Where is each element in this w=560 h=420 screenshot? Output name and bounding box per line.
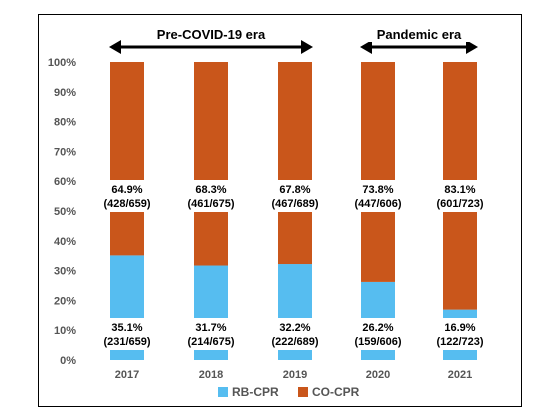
rb-cpr-data-label: 26.2% xyxy=(362,322,393,334)
x-tick-label: 2020 xyxy=(366,369,390,381)
y-tick-label: 0% xyxy=(60,355,76,367)
rb-cpr-count-label: (159/606) xyxy=(354,336,401,348)
x-tick-label: 2019 xyxy=(283,369,307,381)
y-tick-label: 60% xyxy=(54,176,76,188)
y-tick-label: 50% xyxy=(54,206,76,218)
co-label-bg xyxy=(422,180,498,212)
y-tick-label: 20% xyxy=(54,295,76,307)
era-arrow-head-left xyxy=(109,40,121,54)
rb-cpr-count-label: (222/689) xyxy=(271,336,318,348)
x-tick-label: 2018 xyxy=(199,369,223,381)
y-tick-label: 30% xyxy=(54,266,76,278)
co-cpr-count-label: (467/689) xyxy=(271,198,318,210)
co-cpr-data-label: 73.8% xyxy=(362,184,393,196)
era-label: Pre-COVID-19 era xyxy=(157,27,266,42)
rb-label-bg xyxy=(340,318,416,350)
era-arrow-head-left xyxy=(360,40,372,54)
co-cpr-data-label: 64.9% xyxy=(111,184,142,196)
era-label-bg xyxy=(139,26,283,42)
rb-cpr-data-label: 32.2% xyxy=(279,322,310,334)
co-label-bg xyxy=(340,180,416,212)
co-label-bg xyxy=(257,180,333,212)
era-label: Pandemic era xyxy=(377,27,462,42)
era-arrow-head-right xyxy=(466,40,478,54)
bar-co-cpr xyxy=(278,62,312,265)
co-cpr-data-label: 67.8% xyxy=(279,184,310,196)
rb-cpr-data-label: 31.7% xyxy=(195,322,226,334)
legend-label-co-cpr: CO-CPR xyxy=(312,385,360,399)
rb-cpr-data-label: 16.9% xyxy=(444,322,475,334)
chart-frame xyxy=(38,14,522,407)
rb-label-bg xyxy=(89,318,165,350)
era-label-bg xyxy=(347,26,491,42)
rb-cpr-count-label: (214/675) xyxy=(187,336,234,348)
y-tick-label: 100% xyxy=(48,57,76,69)
rb-label-bg xyxy=(422,318,498,350)
co-label-bg xyxy=(89,180,165,212)
co-cpr-data-label: 83.1% xyxy=(444,184,475,196)
x-tick-label: 2021 xyxy=(448,369,472,381)
co-label-bg xyxy=(173,180,249,212)
rb-cpr-data-label: 35.1% xyxy=(111,322,142,334)
co-cpr-count-label: (447/606) xyxy=(354,198,401,210)
bar-co-cpr xyxy=(110,62,144,256)
era-arrow-head-right xyxy=(301,40,313,54)
co-cpr-data-label: 68.3% xyxy=(195,184,226,196)
rb-label-bg xyxy=(257,318,333,350)
legend-swatch-co-cpr xyxy=(298,387,308,397)
bar-co-cpr xyxy=(361,62,395,282)
rb-label-bg xyxy=(173,318,249,350)
bar-co-cpr xyxy=(194,62,228,266)
rb-cpr-count-label: (231/659) xyxy=(103,336,150,348)
y-tick-label: 90% xyxy=(54,87,76,99)
y-tick-label: 40% xyxy=(54,236,76,248)
x-tick-label: 2017 xyxy=(115,369,139,381)
y-tick-label: 80% xyxy=(54,117,76,129)
co-cpr-count-label: (601/723) xyxy=(436,198,483,210)
y-tick-label: 10% xyxy=(54,325,76,337)
legend-label-rb-cpr: RB-CPR xyxy=(232,385,279,399)
y-tick-label: 70% xyxy=(54,146,76,158)
legend-swatch-rb-cpr xyxy=(218,387,228,397)
co-cpr-count-label: (461/675) xyxy=(187,198,234,210)
rb-cpr-count-label: (122/723) xyxy=(436,336,483,348)
co-cpr-count-label: (428/659) xyxy=(103,198,150,210)
